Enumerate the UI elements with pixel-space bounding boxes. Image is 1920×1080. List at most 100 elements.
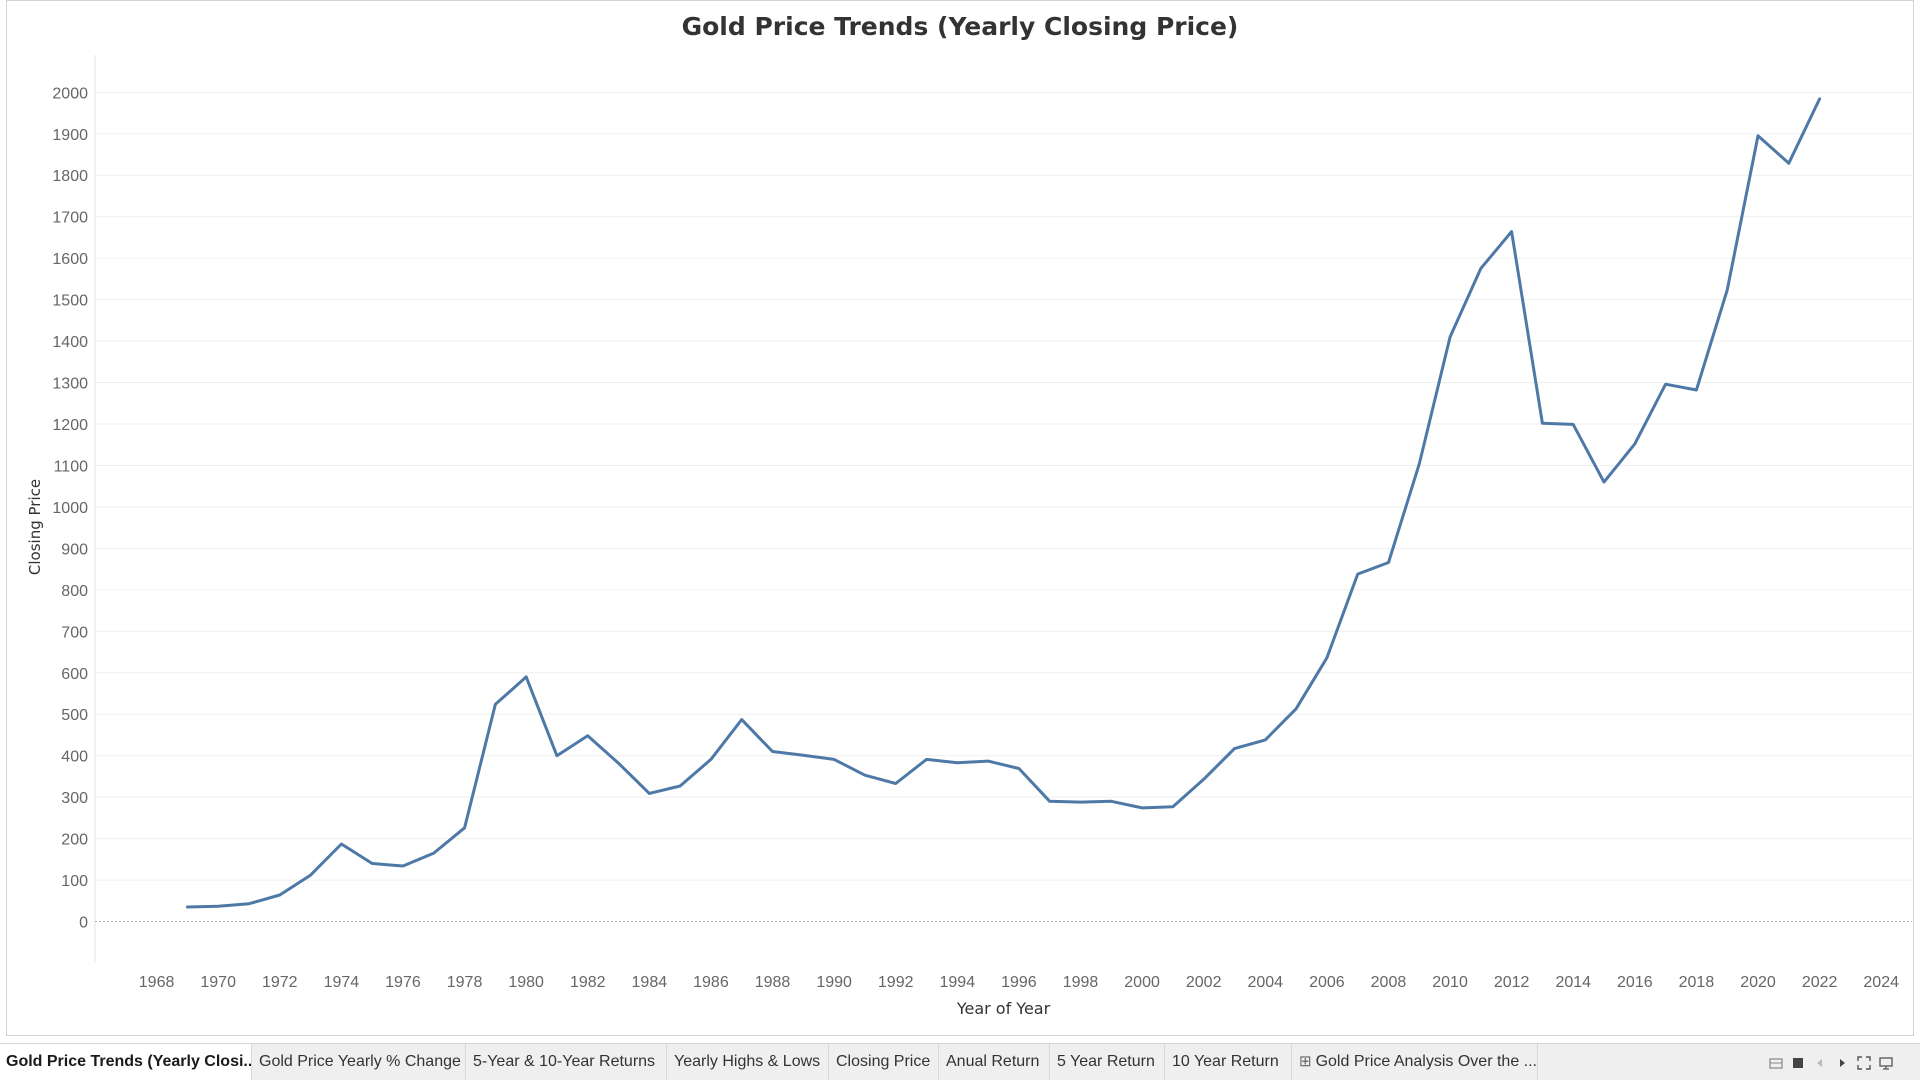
x-tick-label: 2012 bbox=[1494, 974, 1530, 991]
tab-anual-return[interactable]: Anual Return bbox=[939, 1044, 1050, 1080]
y-tick-label: 1900 bbox=[52, 127, 88, 144]
data-point bbox=[1139, 805, 1145, 811]
x-tick-label: 2020 bbox=[1740, 974, 1776, 991]
data-point bbox=[985, 758, 991, 764]
tab-gold-price-analysis-dashboard[interactable]: ⊞ Gold Price Analysis Over the ... bbox=[1292, 1044, 1538, 1080]
x-tick-label: 1998 bbox=[1063, 974, 1099, 991]
data-point bbox=[1016, 766, 1022, 772]
dashboard-grid-icon: ⊞ bbox=[1299, 1053, 1312, 1070]
x-tick-label: 2022 bbox=[1802, 974, 1838, 991]
tab-gold-price-trends[interactable]: Gold Price Trends (Yearly Closi... bbox=[0, 1044, 252, 1080]
data-point bbox=[369, 861, 375, 867]
data-point bbox=[554, 753, 560, 759]
closing-price-line bbox=[185, 97, 1822, 909]
sheet-tab-bar: Gold Price Trends (Yearly Closi... Gold … bbox=[0, 1043, 1920, 1080]
x-tick-label: 1986 bbox=[693, 974, 729, 991]
tab-5-10-year-returns[interactable]: 5-Year & 10-Year Returns bbox=[466, 1044, 667, 1080]
y-tick-label: 1500 bbox=[52, 293, 88, 310]
data-point bbox=[1755, 133, 1761, 139]
tab-10-year-return[interactable]: 10 Year Return bbox=[1165, 1044, 1292, 1080]
grid-view-icon[interactable] bbox=[1790, 1055, 1806, 1071]
y-tick-label: 800 bbox=[61, 583, 88, 600]
tab-label: Gold Price Trends (Yearly Closi... bbox=[6, 1053, 252, 1070]
y-tick-label: 200 bbox=[61, 832, 88, 849]
y-tick-label: 300 bbox=[61, 790, 88, 807]
data-point bbox=[308, 872, 314, 878]
y-tick-label: 100 bbox=[61, 873, 88, 890]
prev-sheet-icon[interactable] bbox=[1812, 1055, 1828, 1071]
data-point bbox=[924, 756, 930, 762]
x-tick-label: 1988 bbox=[755, 974, 791, 991]
y-tick-label: 1800 bbox=[52, 168, 88, 185]
x-tick-label: 2008 bbox=[1371, 974, 1407, 991]
tab-5-year-return[interactable]: 5 Year Return bbox=[1050, 1044, 1165, 1080]
chart-area: 0 100 200 300 400 500 600 700 800 900 1000 1100 1200… bbox=[26, 55, 1912, 1018]
y-tick-label: 1600 bbox=[52, 251, 88, 268]
y-tick-label: 700 bbox=[61, 624, 88, 641]
tab-label: Gold Price Analysis Over the ... bbox=[1315, 1053, 1537, 1070]
tab-label: 5 Year Return bbox=[1057, 1053, 1155, 1070]
data-point bbox=[1693, 387, 1699, 393]
data-point bbox=[739, 717, 745, 723]
data-point bbox=[1416, 461, 1422, 467]
x-tick-label: 1992 bbox=[878, 974, 914, 991]
filmstrip-icon[interactable] bbox=[1768, 1055, 1784, 1071]
y-tick-label: 1000 bbox=[52, 500, 88, 517]
tab-label: Yearly Highs & Lows bbox=[674, 1053, 821, 1070]
data-point bbox=[1047, 798, 1053, 804]
x-tick-label: 2002 bbox=[1186, 974, 1222, 991]
data-point bbox=[1817, 96, 1823, 102]
data-point bbox=[1539, 420, 1545, 426]
next-sheet-icon[interactable] bbox=[1834, 1055, 1850, 1071]
data-point bbox=[646, 790, 652, 796]
data-point bbox=[1262, 737, 1268, 743]
data-point bbox=[246, 901, 252, 907]
y-tick-label: 0 bbox=[79, 915, 88, 932]
x-tick-label: 1994 bbox=[940, 974, 976, 991]
tab-yearly-highs-lows[interactable]: Yearly Highs & Lows bbox=[667, 1044, 829, 1080]
x-tick-label: 1972 bbox=[262, 974, 298, 991]
y-axis-label: Closing Price bbox=[26, 479, 44, 575]
data-point bbox=[1632, 441, 1638, 447]
data-point bbox=[1324, 655, 1330, 661]
data-point bbox=[800, 752, 806, 758]
tab-label: Gold Price Yearly % Change bbox=[259, 1053, 461, 1070]
x-tick-label: 2016 bbox=[1617, 974, 1653, 991]
x-tick-label: 2024 bbox=[1863, 974, 1899, 991]
y-tick-label: 2000 bbox=[52, 85, 88, 102]
x-tick-label: 2010 bbox=[1432, 974, 1468, 991]
x-tick-label: 1974 bbox=[324, 974, 360, 991]
x-tick-label: 1996 bbox=[1001, 974, 1037, 991]
x-tick-label: 1968 bbox=[139, 974, 175, 991]
y-tick-label: 1400 bbox=[52, 334, 88, 351]
data-point bbox=[1386, 560, 1392, 566]
data-point bbox=[1663, 381, 1669, 387]
tab-yearly-percent-change[interactable]: Gold Price Yearly % Change bbox=[252, 1044, 466, 1080]
data-point bbox=[400, 863, 406, 869]
y-tick-label: 1200 bbox=[52, 417, 88, 434]
data-point bbox=[862, 772, 868, 778]
x-tick-label: 2006 bbox=[1309, 974, 1345, 991]
fullscreen-icon[interactable] bbox=[1856, 1055, 1872, 1071]
data-point bbox=[1447, 334, 1453, 340]
data-point bbox=[1355, 571, 1361, 577]
data-point bbox=[708, 756, 714, 762]
sheet-navigation-controls bbox=[1768, 1055, 1918, 1071]
tab-label: 5-Year & 10-Year Returns bbox=[473, 1053, 656, 1070]
data-point bbox=[1170, 804, 1176, 810]
x-tick-label: 1990 bbox=[816, 974, 852, 991]
tab-label: 10 Year Return bbox=[1172, 1053, 1279, 1070]
data-point bbox=[431, 850, 437, 856]
x-tick-label: 2004 bbox=[1247, 974, 1283, 991]
data-point bbox=[954, 760, 960, 766]
y-tick-label: 1100 bbox=[54, 458, 89, 475]
presentation-icon[interactable] bbox=[1878, 1055, 1894, 1071]
x-tick-label: 1980 bbox=[508, 974, 544, 991]
data-point bbox=[1570, 421, 1576, 427]
data-point bbox=[585, 733, 591, 739]
tab-label: Anual Return bbox=[946, 1053, 1040, 1070]
tab-closing-price[interactable]: Closing Price bbox=[829, 1044, 939, 1080]
data-point bbox=[1724, 287, 1730, 293]
x-tick-label: 2018 bbox=[1679, 974, 1715, 991]
data-point bbox=[215, 903, 221, 909]
